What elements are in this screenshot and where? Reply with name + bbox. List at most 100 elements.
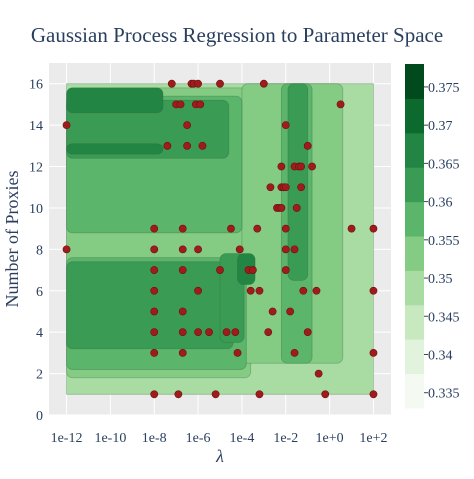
data-point bbox=[281, 121, 290, 130]
data-point bbox=[248, 266, 257, 274]
data-point bbox=[222, 328, 231, 337]
data-point bbox=[268, 307, 277, 316]
x-tick-label: 1e+0 bbox=[316, 431, 344, 446]
colorbar-swatch bbox=[405, 339, 424, 375]
y-axis-title: Number of Proxies bbox=[2, 171, 22, 308]
colorbar-swatch bbox=[405, 270, 424, 306]
contour-fill bbox=[66, 83, 374, 395]
data-point bbox=[216, 79, 224, 88]
data-point bbox=[194, 328, 202, 337]
y-tick-label: 4 bbox=[36, 326, 43, 341]
colorbar-swatch bbox=[405, 304, 424, 340]
data-point bbox=[369, 390, 378, 399]
data-point bbox=[299, 286, 308, 295]
data-point bbox=[150, 307, 159, 316]
colorbar-tick-label: 0.37 bbox=[428, 119, 453, 134]
data-point bbox=[183, 141, 192, 150]
data-point bbox=[178, 328, 187, 337]
data-point bbox=[150, 328, 159, 337]
data-point bbox=[194, 245, 202, 254]
data-point bbox=[178, 266, 187, 274]
colorbar-tick-label: 0.345 bbox=[428, 310, 460, 325]
colorbar-swatch bbox=[405, 98, 424, 134]
data-point bbox=[297, 162, 306, 171]
data-point bbox=[297, 183, 306, 192]
data-points bbox=[62, 79, 378, 399]
data-point bbox=[183, 121, 192, 130]
data-point bbox=[281, 224, 290, 233]
data-point bbox=[178, 307, 187, 316]
colorbar-swatch bbox=[405, 132, 424, 168]
data-point bbox=[314, 369, 323, 378]
colorbar: 0.335 0.34 0.345 0.35 0.355 0.36 0.365 0.37 0.37… bbox=[405, 64, 460, 409]
y-tick-label: 12 bbox=[29, 161, 43, 176]
data-point bbox=[264, 328, 273, 337]
data-point bbox=[150, 224, 159, 233]
data-point bbox=[178, 245, 187, 254]
y-tick-label: 8 bbox=[36, 243, 43, 258]
y-tick-label: 6 bbox=[36, 285, 43, 300]
data-point bbox=[176, 100, 185, 109]
colorbar-swatch bbox=[405, 236, 424, 271]
data-point bbox=[233, 348, 242, 357]
colorbar-tick-label: 0.365 bbox=[428, 157, 460, 172]
data-point bbox=[194, 286, 202, 295]
data-point bbox=[211, 390, 220, 399]
data-point bbox=[277, 204, 286, 212]
data-point bbox=[281, 266, 290, 274]
data-point bbox=[163, 141, 172, 150]
x-tick-label: 1e-12 bbox=[51, 431, 83, 446]
data-point bbox=[62, 121, 71, 130]
contour-band bbox=[66, 143, 164, 155]
x-tick-label: 1e-10 bbox=[94, 431, 126, 446]
data-point bbox=[266, 183, 275, 192]
data-point bbox=[235, 245, 244, 254]
colorbar-swatch bbox=[405, 64, 424, 99]
data-point bbox=[290, 348, 299, 357]
data-point bbox=[150, 348, 159, 357]
data-point bbox=[336, 100, 345, 109]
data-point bbox=[231, 328, 240, 337]
data-point bbox=[308, 162, 316, 171]
y-tick-label: 10 bbox=[29, 202, 43, 217]
data-point bbox=[347, 224, 356, 233]
data-point bbox=[277, 162, 286, 171]
data-point bbox=[167, 79, 176, 88]
data-point bbox=[227, 224, 235, 233]
data-point bbox=[178, 348, 187, 357]
data-point bbox=[292, 204, 301, 212]
data-point bbox=[369, 286, 378, 295]
data-point bbox=[255, 390, 264, 399]
colorbar-tick-label: 0.35 bbox=[428, 272, 453, 287]
data-point bbox=[198, 141, 207, 150]
data-point bbox=[303, 328, 312, 337]
y-tick-label: 14 bbox=[29, 119, 43, 134]
x-tick-label: 1e-8 bbox=[142, 431, 167, 446]
colorbar-swatch bbox=[405, 201, 424, 237]
data-point bbox=[150, 266, 159, 274]
x-tick-label: 1e+2 bbox=[359, 431, 387, 446]
data-point bbox=[321, 390, 330, 399]
x-axis-ticks: 1e-12 1e-10 1e-8 1e-6 1e-4 1e-2 1e+0 1e+2 bbox=[51, 431, 388, 446]
colorbar-tick-label: 0.355 bbox=[428, 234, 460, 249]
data-point bbox=[281, 245, 290, 254]
data-point bbox=[369, 348, 378, 357]
contour-band bbox=[287, 83, 309, 281]
data-point bbox=[369, 224, 378, 233]
chart-title: Gaussian Process Regression to Parameter… bbox=[31, 23, 443, 47]
data-point bbox=[216, 266, 224, 274]
data-point bbox=[150, 286, 159, 295]
data-point bbox=[255, 286, 264, 295]
y-tick-label: 0 bbox=[36, 409, 43, 424]
x-axis-title: λ bbox=[215, 446, 224, 466]
x-tick-label: 1e-2 bbox=[273, 431, 298, 446]
data-point bbox=[194, 79, 202, 88]
data-point bbox=[150, 245, 159, 254]
data-point bbox=[62, 245, 71, 254]
contour-band bbox=[66, 87, 164, 114]
data-point bbox=[178, 224, 187, 233]
y-tick-label: 2 bbox=[36, 368, 43, 383]
x-tick-label: 1e-4 bbox=[229, 431, 254, 446]
data-point bbox=[286, 307, 295, 316]
